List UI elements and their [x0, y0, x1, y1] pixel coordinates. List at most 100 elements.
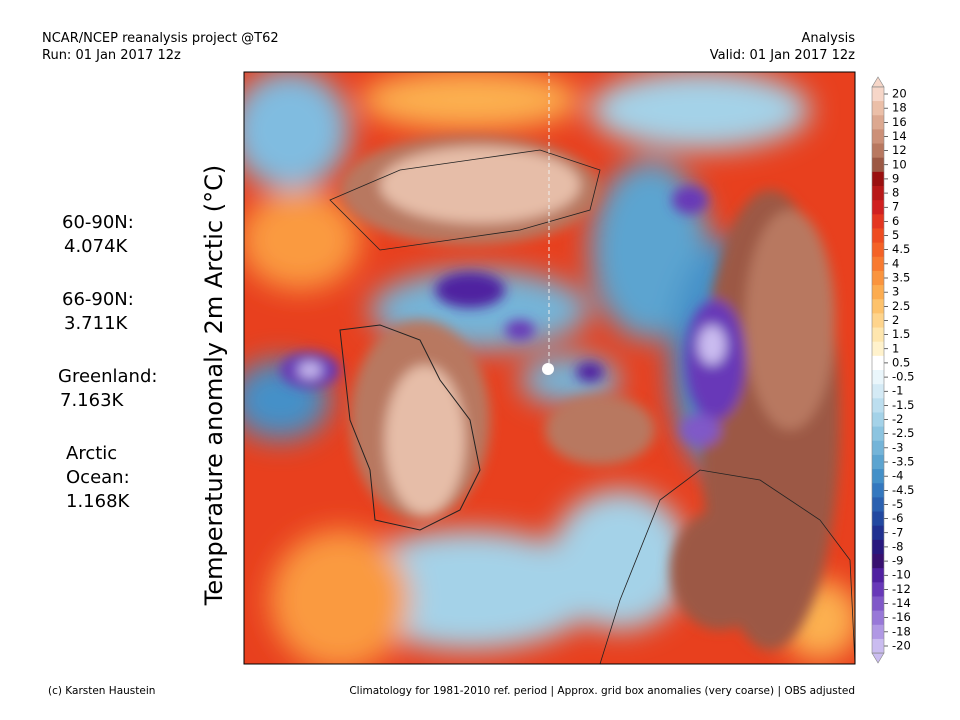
colorbar-label: 6: [892, 214, 899, 228]
map-frame: [243, 71, 856, 665]
colorbar-swatch: [872, 256, 884, 272]
colorbar-swatch: [872, 440, 884, 456]
colorbar-label: -0.5: [892, 370, 914, 384]
colorbar-label: -20: [892, 639, 911, 653]
colorbar-swatch: [872, 469, 884, 484]
header-run: Run: 01 Jan 2017 12z: [42, 48, 181, 63]
colorbar-swatch: [872, 554, 884, 569]
credit: (c) Karsten Haustein: [48, 685, 155, 697]
colorbar-swatch: [872, 596, 884, 612]
colorbar-label: -2: [892, 412, 903, 426]
colorbar-label: -18: [892, 624, 911, 638]
colorbar-label: 4.5: [892, 242, 910, 256]
colorbar-label: -4: [892, 469, 903, 483]
colorbar-swatch: [872, 129, 884, 145]
colorbar-label: -12: [892, 582, 911, 596]
colorbar-swatch: [872, 200, 884, 215]
stat-value: 1.168K: [66, 491, 131, 512]
colorbar-label: -1: [892, 384, 903, 398]
colorbar-swatch: [872, 228, 884, 244]
colorbar-label: 0.5: [892, 355, 910, 369]
colorbar-label: 3.5: [892, 271, 910, 285]
colorbar-label: -14: [892, 596, 911, 610]
colorbar-label: 2: [892, 313, 899, 327]
colorbar-swatch: [872, 624, 884, 640]
colorbar-label: -7: [892, 525, 903, 539]
colorbar-swatch: [872, 214, 884, 229]
colorbar-swatch: [872, 483, 884, 498]
colorbar-swatch: [872, 454, 884, 470]
colorbar-label: 7: [892, 200, 899, 214]
colorbar: 201816141210987654.543.532.521.510.5-0.5…: [871, 76, 914, 664]
colorbar-label: 14: [892, 129, 907, 143]
colorbar-swatch: [872, 341, 884, 357]
colorbar-swatch: [872, 497, 884, 513]
colorbar-swatch: [872, 511, 884, 527]
colorbar-label: 20: [892, 87, 907, 101]
colorbar-label: -5: [892, 497, 903, 511]
header-title: NCAR/NCEP reanalysis project @T62: [42, 31, 279, 46]
stat-label: Greenland:: [58, 366, 157, 387]
colorbar-label: 10: [892, 157, 907, 171]
colorbar-label: 3: [892, 285, 899, 299]
stat-label: Ocean:: [66, 467, 130, 488]
colorbar-label: 12: [892, 143, 907, 157]
colorbar-swatch: [872, 638, 884, 654]
stat-value: 3.711K: [64, 313, 129, 334]
colorbar-label: 8: [892, 186, 899, 200]
colorbar-label: -1.5: [892, 398, 914, 412]
colorbar-label: 4: [892, 256, 899, 270]
colorbar-label: 1.5: [892, 327, 910, 341]
footnote: Climatology for 1981-2010 ref. period | …: [349, 685, 855, 697]
colorbar-swatch: [872, 610, 884, 626]
stat-label: Arctic: [66, 443, 117, 464]
header-analysis: Analysis: [801, 31, 855, 46]
colorbar-swatch: [872, 270, 884, 286]
colorbar-label: -16: [892, 610, 911, 624]
colorbar-swatch: [872, 299, 884, 314]
colorbar-swatch: [872, 285, 884, 300]
colorbar-label: 16: [892, 115, 907, 129]
colorbar-swatch: [872, 313, 884, 329]
stat-value: 7.163K: [60, 390, 125, 411]
colorbar-swatch: [872, 242, 884, 258]
colorbar-label: -8: [892, 539, 903, 553]
stat-value: 4.074K: [64, 236, 129, 257]
colorbar-swatch: [872, 370, 884, 385]
colorbar-swatch: [872, 539, 884, 555]
colorbar-swatch: [872, 355, 884, 371]
stat-label: 60-90N:: [62, 212, 134, 233]
colorbar-label: 18: [892, 101, 907, 115]
colorbar-swatch: [872, 186, 884, 201]
colorbar-swatch: [872, 157, 884, 173]
colorbar-swatch: [872, 101, 884, 116]
colorbar-swatch: [872, 525, 884, 541]
colorbar-swatch: [872, 115, 884, 130]
axis-label: Temperature anomaly 2m Arctic (°C): [200, 165, 228, 606]
colorbar-swatch: [872, 398, 884, 413]
colorbar-label: -3.5: [892, 455, 914, 469]
colorbar-label: -2.5: [892, 426, 914, 440]
colorbar-swatch: [872, 384, 884, 399]
colorbar-label: 5: [892, 228, 899, 242]
header-valid: Valid: 01 Jan 2017 12z: [710, 48, 855, 63]
colorbar-label: -3: [892, 440, 903, 454]
colorbar-swatch: [872, 568, 884, 583]
colorbar-label: -6: [892, 511, 903, 525]
stats: 60-90N: 4.074K 66-90N: 3.711K Greenland: 7.16…: [58, 212, 157, 512]
map: [244, 72, 855, 664]
colorbar-swatch: [872, 143, 884, 159]
colorbar-swatch: [872, 582, 884, 597]
colorbar-frame: [871, 86, 885, 654]
colorbar-label: -9: [892, 554, 903, 568]
colorbar-label: 1: [892, 341, 899, 355]
colorbar-swatch: [872, 412, 884, 428]
colorbar-label: -10: [892, 568, 911, 582]
colorbar-swatch: [872, 327, 884, 343]
colorbar-label: 2.5: [892, 299, 910, 313]
colorbar-label: -4.5: [892, 483, 914, 497]
colorbar-swatch: [872, 86, 884, 102]
colorbar-label: 9: [892, 171, 899, 185]
colorbar-swatch: [872, 426, 884, 442]
